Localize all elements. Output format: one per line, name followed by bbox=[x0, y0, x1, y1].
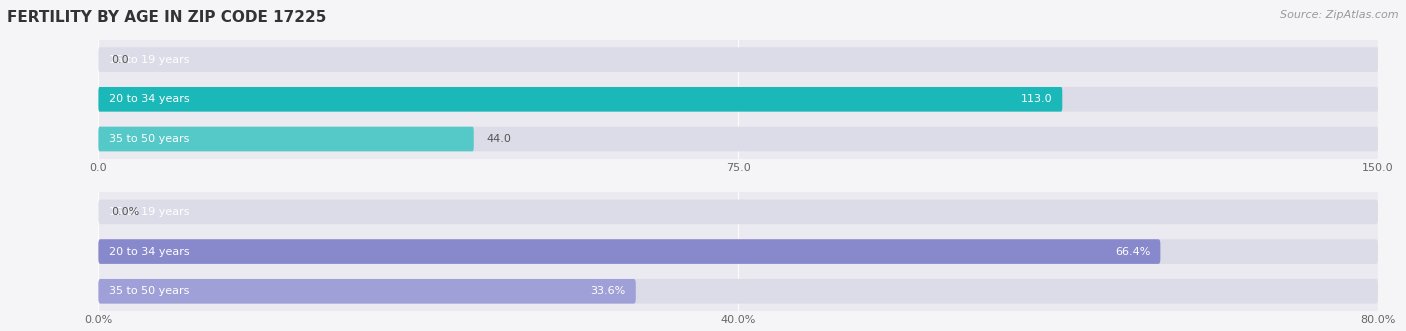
FancyBboxPatch shape bbox=[98, 87, 1378, 112]
Text: FERTILITY BY AGE IN ZIP CODE 17225: FERTILITY BY AGE IN ZIP CODE 17225 bbox=[7, 10, 326, 25]
FancyBboxPatch shape bbox=[98, 47, 1378, 72]
FancyBboxPatch shape bbox=[98, 239, 1378, 264]
Text: 44.0: 44.0 bbox=[486, 134, 512, 144]
FancyBboxPatch shape bbox=[98, 279, 636, 304]
FancyBboxPatch shape bbox=[98, 239, 1160, 264]
Text: 20 to 34 years: 20 to 34 years bbox=[108, 94, 190, 104]
Text: 15 to 19 years: 15 to 19 years bbox=[108, 207, 190, 217]
FancyBboxPatch shape bbox=[98, 127, 474, 151]
FancyBboxPatch shape bbox=[98, 87, 1063, 112]
Text: 66.4%: 66.4% bbox=[1115, 247, 1150, 257]
FancyBboxPatch shape bbox=[98, 279, 1378, 304]
Text: 35 to 50 years: 35 to 50 years bbox=[108, 286, 188, 296]
Text: 113.0: 113.0 bbox=[1021, 94, 1052, 104]
Text: 20 to 34 years: 20 to 34 years bbox=[108, 247, 190, 257]
FancyBboxPatch shape bbox=[98, 200, 1378, 224]
Text: 0.0: 0.0 bbox=[111, 55, 129, 65]
Text: Source: ZipAtlas.com: Source: ZipAtlas.com bbox=[1281, 10, 1399, 20]
Text: 33.6%: 33.6% bbox=[591, 286, 626, 296]
FancyBboxPatch shape bbox=[98, 127, 1378, 151]
Text: 15 to 19 years: 15 to 19 years bbox=[108, 55, 190, 65]
Text: 35 to 50 years: 35 to 50 years bbox=[108, 134, 188, 144]
Text: 0.0%: 0.0% bbox=[111, 207, 139, 217]
